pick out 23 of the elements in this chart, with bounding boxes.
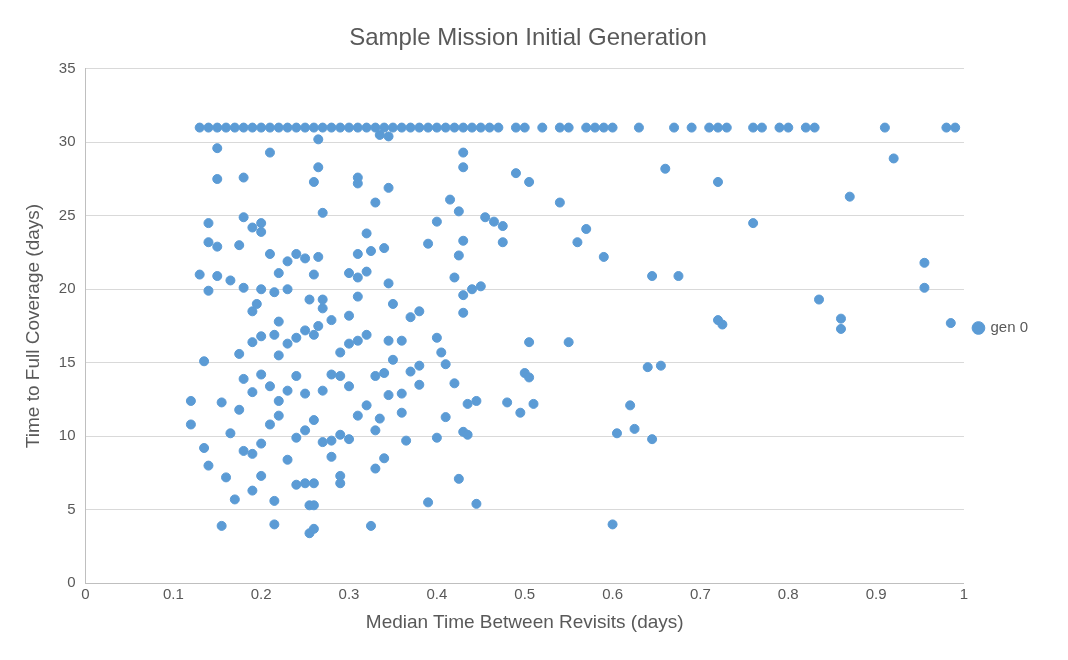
x-tick-label: 0.6 bbox=[602, 585, 623, 603]
x-tick-label: 0.4 bbox=[426, 585, 448, 603]
x-tick-label: 0.5 bbox=[514, 585, 536, 603]
x-tick-label: 0.8 bbox=[777, 585, 799, 603]
x-tick-label: 0.7 bbox=[689, 585, 711, 603]
y-tick-label: 30 bbox=[58, 132, 76, 150]
y-tick-label: 15 bbox=[58, 352, 76, 370]
y-tick-label: 25 bbox=[58, 205, 76, 223]
x-axis-title: Median Time Between Revisits (days) bbox=[365, 610, 684, 632]
y-axis-title: Time to Full Coverage (days) bbox=[21, 203, 43, 449]
x-tick-label: 0.3 bbox=[338, 585, 360, 603]
legend-label: gen 0 bbox=[990, 318, 1029, 336]
y-tick-label: 20 bbox=[58, 279, 76, 297]
y-tick-label: 5 bbox=[67, 499, 76, 517]
x-tick-label: 0 bbox=[81, 585, 90, 603]
x-tick-label: 0.9 bbox=[865, 585, 887, 603]
y-tick-label: 35 bbox=[58, 58, 76, 76]
x-tick-label: 1 bbox=[959, 585, 969, 603]
x-tick-label: 0.1 bbox=[162, 585, 184, 603]
chart-title: Sample Mission Initial Generation bbox=[349, 23, 707, 51]
x-tick-label: 0.2 bbox=[250, 585, 272, 603]
y-tick-label: 0 bbox=[67, 573, 76, 591]
y-tick-label: 10 bbox=[58, 426, 76, 444]
